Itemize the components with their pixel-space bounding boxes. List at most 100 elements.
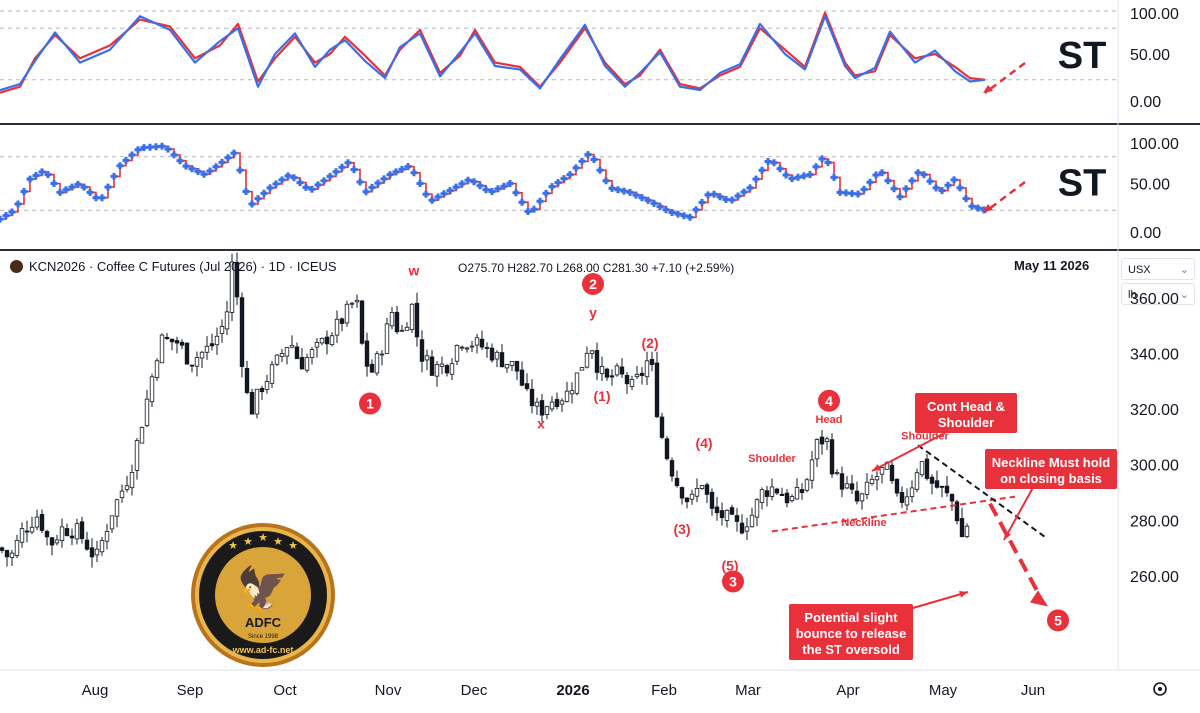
- candle-body: [509, 361, 515, 366]
- st-bottom-marker: [914, 169, 922, 177]
- candle-body: [299, 357, 305, 370]
- unit-select[interactable]: lb ⌄: [1121, 283, 1195, 305]
- candle-body: [964, 525, 970, 537]
- instrument-header: KCN2026 · Coffee C Futures (Jul 2026) · …: [10, 259, 337, 274]
- st-bottom-marker: [200, 170, 208, 178]
- st-bottom-marker: [0, 215, 4, 223]
- st-bottom-marker: [644, 196, 652, 204]
- st-bottom-marker: [776, 165, 784, 173]
- wave-2-marker-circle: [582, 273, 604, 295]
- st-bottom-marker: [320, 177, 328, 185]
- st-bottom-marker: [176, 157, 184, 165]
- candle-body: [829, 439, 835, 475]
- st-bottom-marker: [578, 157, 586, 165]
- month-tick-label: Nov: [375, 682, 402, 699]
- candle-body: [189, 364, 195, 367]
- st-bottom-marker: [272, 180, 280, 188]
- wave-label: Neckline: [841, 517, 886, 529]
- candle-body: [939, 485, 945, 488]
- price-tick-label: 260.00: [1130, 569, 1179, 586]
- st-bottom-marker: [566, 171, 574, 179]
- candle-body: [224, 311, 230, 330]
- st-bottom-marker: [926, 177, 934, 185]
- candle-body: [879, 467, 885, 475]
- st-bottom-marker: [950, 176, 958, 184]
- candle-body: [764, 490, 770, 497]
- st-bottom-marker: [608, 184, 616, 192]
- st-bottom-marker: [326, 172, 334, 180]
- st-bottom-marker: [848, 190, 856, 197]
- candle-body: [814, 439, 820, 460]
- candle-body: [959, 518, 965, 538]
- callout-arrow-head: [959, 590, 968, 598]
- candle-body: [29, 526, 35, 533]
- st-bottom-marker: [860, 185, 868, 193]
- eagle-icon: 🦅: [237, 563, 289, 613]
- st-bottom-marker: [392, 168, 400, 176]
- candle-body: [899, 492, 905, 503]
- candle-body: [409, 303, 415, 330]
- candle-body: [549, 401, 555, 410]
- candle-body: [74, 523, 80, 540]
- st-bottom-marker: [20, 188, 28, 195]
- candle-body: [174, 340, 180, 344]
- neckline: [771, 495, 1016, 533]
- st-bottom-marker: [440, 190, 448, 198]
- candle-body: [574, 372, 580, 394]
- candle-body: [424, 355, 430, 361]
- candle-body: [219, 326, 225, 334]
- candle-body: [19, 528, 25, 543]
- candle-body: [624, 375, 630, 385]
- st-bottom-marker: [530, 205, 538, 213]
- currency-select[interactable]: USX ⌄: [1121, 258, 1195, 280]
- candle-body: [399, 329, 405, 332]
- candle-body: [379, 353, 385, 356]
- callout-head-shoulder-box: [915, 393, 1017, 433]
- st-bottom-marker: [836, 188, 844, 196]
- wave-4-marker-circle: [818, 389, 840, 412]
- candle-body: [414, 302, 420, 338]
- candle-body: [794, 486, 800, 500]
- candle-body: [664, 438, 670, 460]
- st-bottom-marker: [248, 200, 256, 208]
- st-bottom-marker: [290, 174, 298, 182]
- candle-body: [39, 514, 45, 531]
- candle-body: [684, 497, 690, 503]
- callout-bounce-text: the ST oversold: [802, 642, 900, 657]
- candle-body: [129, 472, 135, 489]
- st-bottom-marker: [866, 178, 874, 186]
- month-tick-label: Jun: [1021, 682, 1045, 699]
- wave-label: x: [537, 416, 545, 432]
- candle-body: [99, 540, 105, 553]
- oversold-arrow: [984, 62, 1026, 94]
- st-bottom-marker: [758, 166, 766, 174]
- wave-label: Shoulder: [901, 431, 949, 443]
- st-bottom-marker: [428, 196, 436, 204]
- st-bottom-marker: [56, 188, 64, 196]
- candle-body: [439, 363, 445, 367]
- callout-head-shoulder-text: Shoulder: [938, 415, 994, 430]
- wave-label: (4): [695, 435, 712, 451]
- candle-body: [954, 501, 960, 522]
- candle-body: [394, 311, 400, 333]
- candle-body: [634, 374, 640, 378]
- candle-body: [534, 401, 540, 407]
- year-tick-label: 2026: [556, 682, 589, 699]
- st-bottom-marker: [266, 184, 274, 192]
- candle-body: [389, 312, 395, 327]
- candle-body: [889, 464, 895, 482]
- st-bottom-marker: [50, 180, 58, 187]
- currency-value: USX: [1128, 264, 1151, 276]
- st-bottom-marker: [182, 162, 190, 170]
- st-bottom-marker: [692, 206, 700, 214]
- price-tick-label: 340.00: [1130, 347, 1179, 364]
- candle-body: [759, 489, 765, 503]
- candle-body: [859, 493, 865, 502]
- st-bottom-marker: [962, 195, 970, 203]
- candle-body: [494, 351, 500, 360]
- price-tick-label: 300.00: [1130, 458, 1179, 475]
- candle-body: [694, 488, 700, 497]
- st-bottom-marker: [536, 197, 544, 205]
- st-bottom-marker: [938, 187, 946, 195]
